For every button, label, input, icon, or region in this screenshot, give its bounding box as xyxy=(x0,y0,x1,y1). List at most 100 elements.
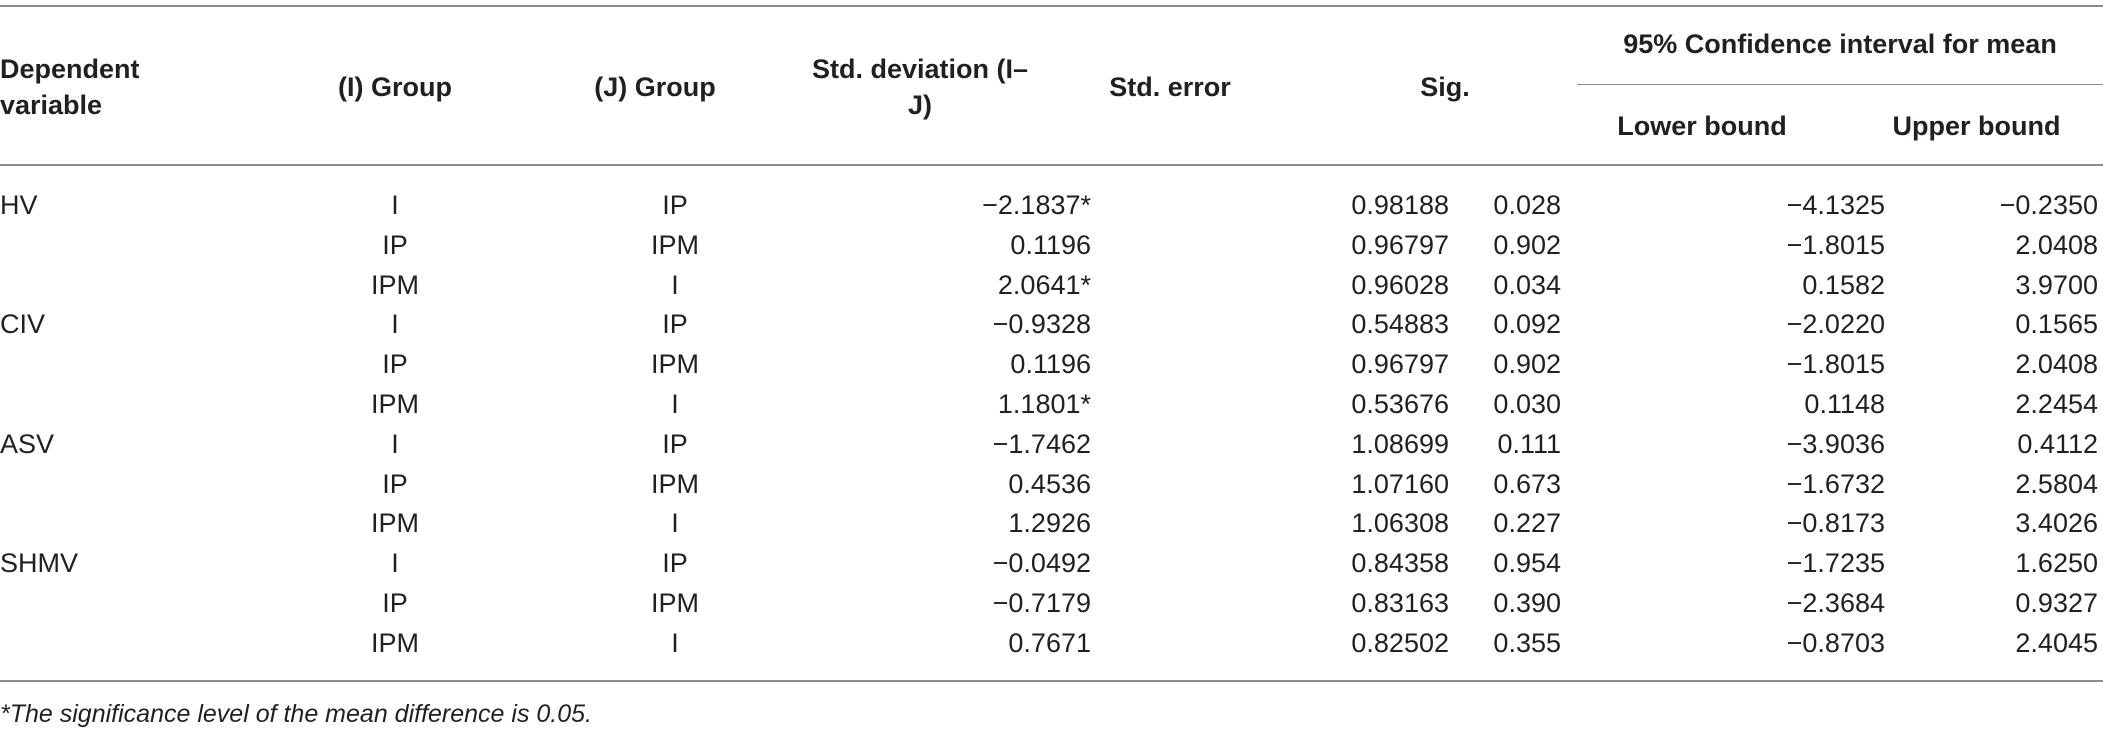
upper-bound-cell: 2.0408 xyxy=(2015,349,2098,380)
j-group-cell: IPM xyxy=(650,587,699,618)
i-group-cell: IP xyxy=(382,587,408,618)
std-deviation-cell: 1.2926 xyxy=(1008,508,1091,539)
header-sig: Sig. xyxy=(1420,72,1470,102)
lower-bound-cell: −1.8015 xyxy=(1786,229,1885,260)
j-group-cell: I xyxy=(671,269,679,300)
std-error-cell: 1.08699 xyxy=(1351,428,1449,459)
sig-cell: 0.390 xyxy=(1493,587,1561,618)
std-error-cell: 1.07160 xyxy=(1351,468,1449,499)
sig-cell: 0.355 xyxy=(1493,627,1561,658)
dependent-variable-cell: ASV xyxy=(0,428,55,459)
upper-bound-cell: 2.0408 xyxy=(2015,229,2098,260)
dependent-variable-cell xyxy=(0,385,300,425)
sig-cell: 0.902 xyxy=(1493,349,1561,380)
sig-cell: 0.028 xyxy=(1493,190,1561,220)
table-row: HV I IP −2.1837* 0.98188 0.028 −4.1325 −0.2350 xyxy=(0,186,2098,226)
dependent-variable-cell xyxy=(0,226,300,266)
std-error-cell: 0.98188 xyxy=(1351,190,1449,220)
sig-cell: 0.111 xyxy=(1497,428,1561,459)
dependent-variable-cell xyxy=(0,266,300,306)
lower-bound-cell: 0.1582 xyxy=(1802,269,1885,300)
header-j-group: (J) Group xyxy=(594,72,716,102)
header-std-error: Std. error xyxy=(1109,72,1231,102)
dependent-variable-cell xyxy=(0,465,300,505)
sig-cell: 0.954 xyxy=(1493,548,1561,579)
j-group-cell: IPM xyxy=(650,229,699,260)
table-row: IP IPM −0.7179 0.83163 0.390 −2.3684 0.9327 xyxy=(0,584,2098,624)
upper-bound-cell: 1.6250 xyxy=(2015,548,2098,579)
table-row: CIV I IP −0.9328 0.54883 0.092 −2.0220 0.1565 xyxy=(0,305,2098,345)
std-error-cell: 0.82502 xyxy=(1351,627,1449,658)
j-group-cell: I xyxy=(671,627,679,658)
i-group-cell: IP xyxy=(382,349,408,380)
j-group-cell: IPM xyxy=(650,468,699,499)
table-row: IP IPM 0.4536 1.07160 0.673 −1.6732 2.5804 xyxy=(0,465,2098,505)
results-table: HV I IP −2.1837* 0.98188 0.028 −4.1325 −0.2350 I… xyxy=(0,186,2098,664)
j-group-cell: I xyxy=(671,508,679,539)
i-group-cell: I xyxy=(391,548,399,579)
upper-bound-cell: 3.4026 xyxy=(2015,508,2098,539)
sig-cell: 0.030 xyxy=(1493,388,1561,419)
lower-bound-cell: −1.8015 xyxy=(1786,349,1885,380)
i-group-cell: IPM xyxy=(370,627,419,658)
table-row: IPM I 0.7671 0.82502 0.355 −0.8703 2.4045 xyxy=(0,624,2098,664)
table-row: IPM I 2.0641* 0.96028 0.034 0.1582 3.9700 xyxy=(0,266,2098,306)
dependent-variable-cell xyxy=(0,345,300,385)
std-deviation-cell: 0.4536 xyxy=(1008,468,1091,499)
std-deviation-cell: −0.7179 xyxy=(992,587,1091,618)
std-deviation-cell: −1.7462 xyxy=(992,428,1091,459)
i-group-cell: IP xyxy=(382,468,408,499)
lower-bound-cell: 0.1148 xyxy=(1804,388,1885,419)
sig-cell: 0.092 xyxy=(1493,309,1561,340)
i-group-cell: I xyxy=(391,190,399,220)
j-group-cell: IP xyxy=(662,309,688,340)
upper-bound-cell: 2.4045 xyxy=(2015,627,2098,658)
dependent-variable-cell: SHMV xyxy=(0,548,79,579)
std-error-cell: 0.96797 xyxy=(1351,229,1449,260)
lower-bound-cell: −3.9036 xyxy=(1786,428,1885,459)
std-deviation-cell: 1.1801* xyxy=(997,388,1091,419)
dependent-variable-cell xyxy=(0,584,300,624)
table-row: IP IPM 0.1196 0.96797 0.902 −1.8015 2.0408 xyxy=(0,226,2098,266)
table-header-rule xyxy=(0,164,2103,166)
upper-bound-cell: 0.9327 xyxy=(2015,587,2098,618)
i-group-cell: I xyxy=(391,309,399,340)
std-deviation-cell: 2.0641* xyxy=(997,269,1091,300)
i-group-cell: IP xyxy=(382,229,408,260)
std-error-cell: 0.96028 xyxy=(1351,269,1449,300)
table-row: IPM I 1.2926 1.06308 0.227 −0.8173 3.4026 xyxy=(0,504,2098,544)
header-std-deviation: Std. deviation (I–J) xyxy=(811,54,1029,120)
std-error-cell: 0.84358 xyxy=(1351,548,1449,579)
std-error-cell: 0.83163 xyxy=(1351,587,1449,618)
j-group-cell: IP xyxy=(662,548,688,579)
header-confidence-interval: 95% Confidence interval for mean xyxy=(1623,29,2057,59)
dependent-variable-cell xyxy=(0,504,300,544)
std-deviation-cell: −0.9328 xyxy=(992,309,1091,340)
sig-cell: 0.902 xyxy=(1493,229,1561,260)
table-row: SHMV I IP −0.0492 0.84358 0.954 −1.7235 1.6250 xyxy=(0,544,2098,584)
table-bottom-rule xyxy=(0,680,2103,682)
std-deviation-cell: −0.0492 xyxy=(992,548,1091,579)
std-deviation-cell: 0.1196 xyxy=(1010,229,1091,260)
lower-bound-cell: −2.0220 xyxy=(1786,309,1885,340)
std-deviation-cell: −2.1837* xyxy=(982,190,1091,220)
std-error-cell: 0.54883 xyxy=(1351,309,1449,340)
i-group-cell: IPM xyxy=(370,269,419,300)
header-i-group: (I) Group xyxy=(338,72,452,102)
upper-bound-cell: −0.2350 xyxy=(1999,190,2098,220)
lower-bound-cell: −4.1325 xyxy=(1786,190,1885,220)
sig-cell: 0.673 xyxy=(1493,468,1561,499)
lower-bound-cell: −1.7235 xyxy=(1786,548,1885,579)
i-group-cell: I xyxy=(391,428,399,459)
std-error-cell: 0.53676 xyxy=(1351,388,1449,419)
j-group-cell: I xyxy=(671,388,679,419)
header-upper-bound: Upper bound xyxy=(1892,111,2061,141)
i-group-cell: IPM xyxy=(370,508,419,539)
table-row: IPM I 1.1801* 0.53676 0.030 0.1148 2.2454 xyxy=(0,385,2098,425)
std-error-cell: 0.96797 xyxy=(1351,349,1449,380)
i-group-cell: IPM xyxy=(370,388,419,419)
dependent-variable-cell xyxy=(0,624,300,664)
upper-bound-cell: 0.4112 xyxy=(2017,428,2098,459)
table-footnote: *The significance level of the mean diff… xyxy=(0,700,593,728)
std-deviation-cell: 0.1196 xyxy=(1010,349,1091,380)
